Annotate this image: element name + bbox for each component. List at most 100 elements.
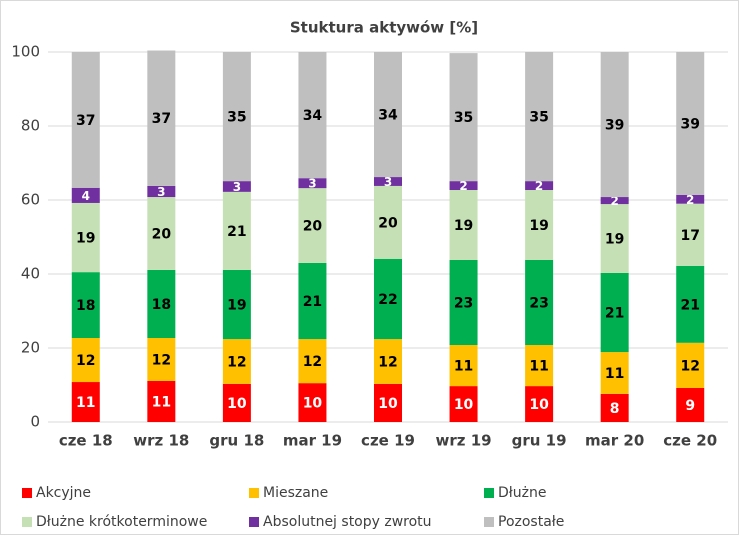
data-label: 39 (605, 118, 624, 134)
bar-segment (600, 393, 629, 422)
data-label: 21 (680, 297, 699, 313)
data-label: 3 (308, 177, 316, 191)
bar-segment (525, 345, 554, 387)
data-label: 35 (454, 110, 473, 126)
bar-segment (298, 383, 327, 422)
data-label: 19 (76, 231, 95, 247)
data-label: 11 (605, 366, 624, 382)
bar-segment (449, 190, 478, 260)
y-tick-label: 40 (21, 265, 40, 283)
data-label: 9 (685, 398, 695, 414)
data-label: 21 (303, 294, 322, 310)
data-label: 23 (454, 295, 473, 311)
data-label: 11 (454, 359, 473, 375)
x-tick-label: wrz 18 (133, 432, 189, 450)
x-tick-label: mar 19 (283, 432, 342, 450)
bar-segment (222, 339, 251, 384)
x-tick-label: cze 19 (361, 432, 415, 450)
legend-label: Akcyjne (36, 485, 91, 501)
data-label: 20 (303, 219, 323, 235)
data-label: 2 (535, 179, 543, 193)
y-tick-label: 100 (11, 43, 40, 61)
bar-segment (600, 352, 629, 394)
x-tick-label: cze 18 (59, 432, 113, 450)
bar-segment (449, 181, 478, 191)
data-label: 11 (152, 394, 171, 410)
bar-segment (374, 52, 402, 178)
x-tick-label: wrz 19 (436, 432, 492, 450)
bar-segment (600, 204, 629, 273)
data-label: 20 (152, 226, 172, 242)
data-label: 2 (610, 194, 618, 208)
bar-segment (676, 194, 705, 204)
data-label: 3 (384, 175, 392, 189)
bar-segment (71, 187, 100, 203)
bar-segment (600, 272, 629, 353)
legend-swatch (249, 488, 259, 498)
legend-label: Absolutnej stopy zwrotu (263, 514, 432, 530)
bar-segment (298, 262, 327, 340)
bar-segment (147, 185, 176, 198)
data-label: 22 (378, 292, 397, 308)
data-label: 3 (157, 185, 165, 199)
bar-segment (147, 50, 176, 186)
bar-segment (222, 191, 251, 270)
bar-segment (298, 339, 327, 384)
bar-segment (374, 339, 402, 384)
data-label: 12 (76, 353, 95, 369)
bar-segment (71, 52, 100, 188)
bar-segment (222, 52, 251, 182)
data-label: 17 (680, 228, 699, 244)
bar-segment (676, 52, 705, 195)
x-tick-label: gru 19 (512, 432, 567, 450)
bar-segment (525, 259, 554, 346)
bar-segment (600, 52, 629, 198)
bar-segment (298, 178, 327, 189)
legend-swatch (249, 517, 259, 527)
data-label: 12 (680, 358, 699, 374)
bar-segment (298, 52, 327, 179)
data-label: 19 (529, 218, 548, 234)
legend-label: Dłużne krótkoterminowe (36, 514, 207, 530)
data-label: 4 (82, 189, 90, 203)
data-label: 10 (227, 396, 247, 412)
bar-segment (525, 386, 554, 422)
bar-segment (525, 181, 554, 191)
data-label: 34 (303, 108, 323, 124)
data-label: 20 (378, 215, 398, 231)
y-tick-label: 0 (30, 413, 40, 431)
bar-segment (374, 177, 402, 186)
bar-segment (71, 272, 100, 339)
bar-segment (676, 203, 705, 266)
bar-segment (449, 259, 478, 346)
data-label: 21 (605, 305, 624, 321)
data-label: 18 (76, 298, 95, 314)
bar-segment (676, 342, 705, 388)
data-label: 2 (686, 193, 694, 207)
bar-segment (374, 383, 402, 422)
data-label: 37 (152, 111, 171, 127)
data-label: 2 (459, 179, 467, 193)
bar-segment (374, 185, 402, 259)
data-label: 37 (76, 113, 95, 129)
data-label: 39 (680, 116, 699, 132)
bar-segment (71, 202, 100, 273)
bar-segment (222, 269, 251, 340)
data-label: 23 (529, 295, 548, 311)
bar-segment (147, 197, 176, 270)
data-label: 11 (76, 395, 95, 411)
data-label: 10 (303, 396, 323, 412)
bar-segment (676, 265, 705, 343)
x-tick-label: mar 20 (585, 432, 644, 450)
bar-segment (298, 188, 327, 263)
data-label: 12 (152, 352, 171, 368)
data-label: 12 (303, 354, 322, 370)
y-tick-label: 20 (21, 339, 40, 357)
x-tick-label: cze 20 (663, 432, 717, 450)
legend-swatch (484, 488, 494, 498)
bar-segment (676, 387, 705, 422)
legend-swatch (22, 488, 32, 498)
legend-label: Dłużne (498, 485, 546, 501)
data-label: 35 (529, 110, 548, 126)
